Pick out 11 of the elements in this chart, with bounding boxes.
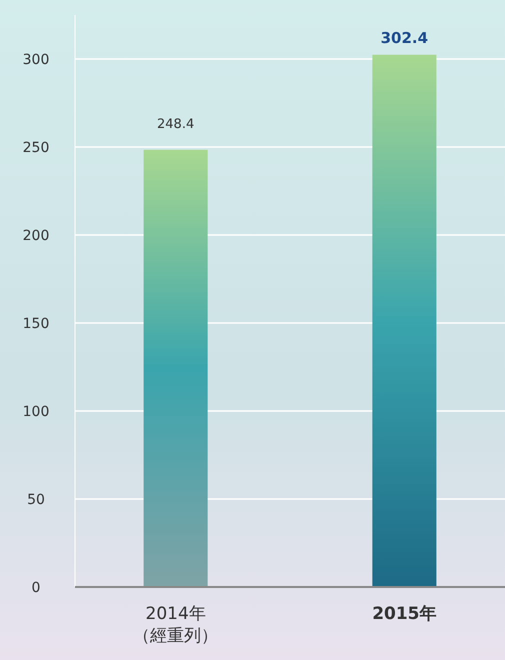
data-label: 248.4 bbox=[157, 116, 194, 132]
y-tick-label: 200 bbox=[22, 228, 50, 244]
y-tick-label: 0 bbox=[32, 580, 40, 596]
y-tick-label: 150 bbox=[22, 316, 50, 332]
y-tick-label: 100 bbox=[22, 404, 50, 420]
y-tick-label: 300 bbox=[22, 52, 50, 68]
y-tick-label: 250 bbox=[22, 140, 50, 156]
x-tick-label: 2014年（經重列） bbox=[133, 604, 218, 646]
data-label: 302.4 bbox=[380, 28, 428, 47]
y-tick-label: 50 bbox=[27, 492, 45, 508]
x-tick-label: 2015年 bbox=[372, 604, 437, 624]
